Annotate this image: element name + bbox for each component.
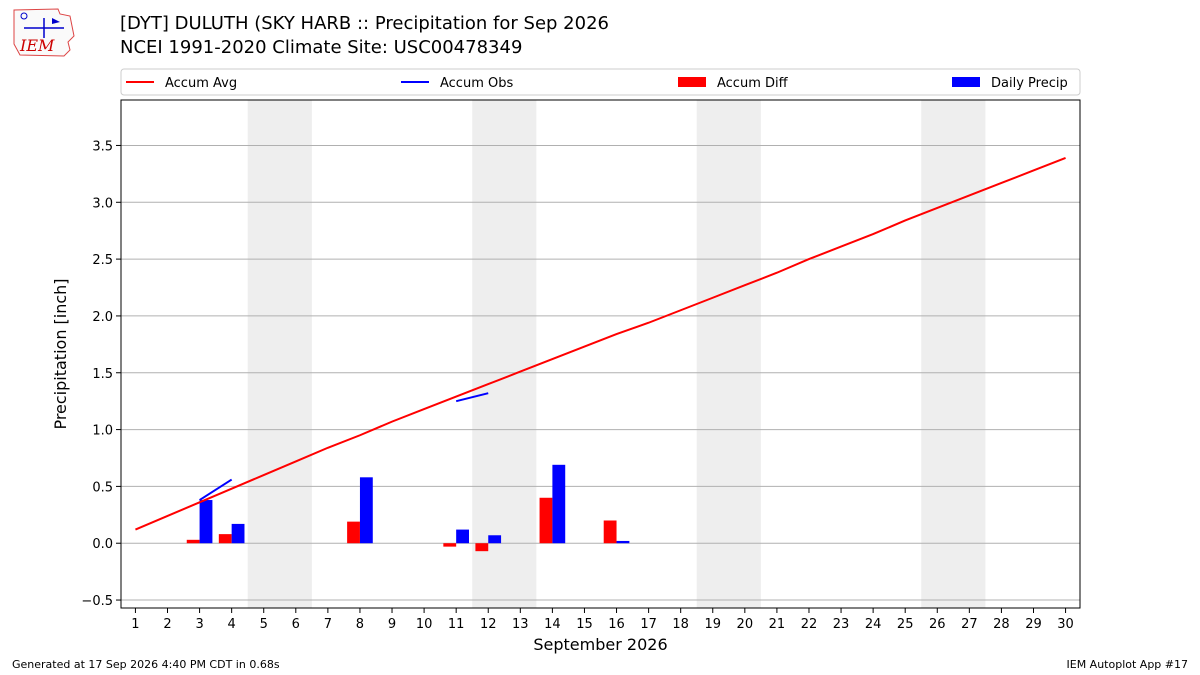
y-tick-label: 1.5 [92, 367, 113, 382]
accum-diff-bar [475, 543, 489, 552]
x-tick-label: 22 [801, 617, 818, 632]
x-tick-label: 27 [961, 617, 978, 632]
accum-diff-bar [347, 521, 360, 544]
iem-logo: IEM [13, 8, 75, 57]
weekend-band [247, 100, 312, 608]
weekend-bands [247, 100, 986, 608]
logo-text: IEM [19, 36, 55, 55]
x-tick-label: 26 [929, 617, 946, 632]
axes: −0.50.00.51.01.52.02.53.03.51 2 3 4 5 6 7 8 9 10 1… [81, 139, 1073, 632]
chart-title: [DYT] DULUTH (SKY HARB :: Precipitation … [120, 13, 609, 34]
x-tick-label: 2 [163, 617, 171, 632]
accum-obs-line [455, 392, 489, 403]
weekend-band [696, 100, 761, 608]
x-tick-label: 12 [480, 617, 497, 632]
x-tick-label: 11 [448, 617, 465, 632]
x-tick-label: 25 [897, 617, 914, 632]
grid-lines [121, 144, 1080, 601]
x-tick-label: 17 [640, 617, 657, 632]
daily-precip-bar [231, 523, 245, 544]
x-tick-label: 30 [1057, 617, 1074, 632]
accum-diff-bar [218, 534, 232, 544]
legend-label: Accum Obs [440, 76, 513, 91]
y-tick-label: 0.5 [92, 480, 113, 495]
x-tick-label: 21 [769, 617, 786, 632]
daily-precip-bar [488, 535, 502, 544]
legend-label: Daily Precip [991, 76, 1068, 91]
x-tick-label: 6 [292, 617, 300, 632]
weekend-band [921, 100, 986, 608]
bars [186, 464, 630, 552]
x-tick-label: 18 [672, 617, 689, 632]
y-tick-label: 2.5 [92, 253, 113, 268]
x-tick-label: 23 [833, 617, 850, 632]
y-tick-label: −0.5 [81, 594, 113, 609]
legend-label: Accum Diff [717, 76, 789, 91]
legend-swatch [952, 77, 980, 87]
x-tick-label: 5 [260, 617, 268, 632]
x-tick-label: 1 [131, 617, 139, 632]
y-tick-label: 3.0 [92, 196, 113, 211]
y-tick-label: 3.5 [92, 139, 113, 154]
accum-diff-bar [539, 497, 553, 544]
legend-frame [120, 68, 1081, 96]
x-tick-label: 24 [865, 617, 882, 632]
generated-timestamp: Generated at 17 Sep 2026 4:40 PM CDT in … [12, 658, 280, 671]
x-tick-label: 20 [737, 617, 754, 632]
x-axis-label: September 2026 [533, 635, 667, 654]
x-tick-label: 3 [195, 617, 203, 632]
x-tick-label: 19 [704, 617, 721, 632]
plot-frame [120, 99, 1081, 609]
daily-precip-bar [199, 500, 213, 544]
y-tick-label: 0.0 [92, 537, 113, 552]
daily-precip-bar [552, 464, 566, 544]
daily-precip-bar [359, 477, 373, 544]
x-tick-label: 4 [228, 617, 236, 632]
legend-swatch [678, 77, 706, 87]
y-tick-label: 2.0 [92, 310, 113, 325]
x-tick-label: 10 [416, 617, 433, 632]
app-credit: IEM Autoplot App #17 [1066, 658, 1189, 671]
x-tick-label: 7 [324, 617, 332, 632]
y-tick-label: 1.0 [92, 424, 113, 439]
accum-diff-bar [186, 539, 200, 544]
daily-precip-bar [616, 540, 630, 544]
accum-avg-line [135, 157, 1066, 531]
weekend-band [472, 100, 537, 608]
legend-label: Accum Avg [165, 76, 237, 91]
accum-obs-line [199, 478, 233, 501]
x-tick-label: 9 [388, 617, 396, 632]
y-axis-label: Precipitation [inch] [51, 278, 70, 429]
accum-diff-bar [603, 520, 617, 544]
daily-precip-bar [456, 529, 469, 544]
x-tick-label: 8 [356, 617, 364, 632]
legend: Accum Avg Accum Obs Accum Diff Daily Precip [120, 68, 1081, 96]
x-tick-label: 14 [544, 617, 561, 632]
x-tick-label: 15 [576, 617, 593, 632]
x-tick-label: 29 [1025, 617, 1042, 632]
accum-diff-bar [443, 543, 457, 547]
x-tick-label: 28 [993, 617, 1010, 632]
chart-subtitle: NCEI 1991-2020 Climate Site: USC00478349 [120, 37, 523, 58]
x-tick-label: 16 [608, 617, 625, 632]
series-lines [135, 157, 1066, 531]
x-tick-label: 13 [512, 617, 529, 632]
